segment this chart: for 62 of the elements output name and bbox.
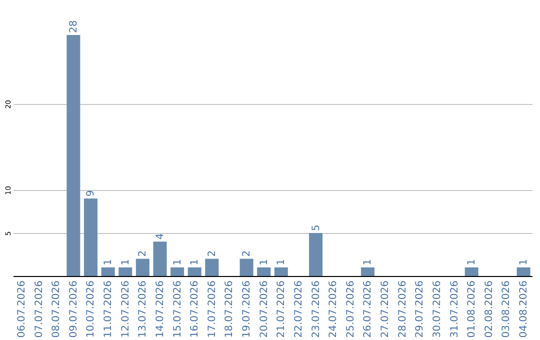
x-tick-label: 11.07.2026: [103, 280, 114, 338]
x-tick-label: 24.07.2026: [328, 280, 340, 338]
bar: [101, 267, 115, 276]
x-tick-label: 03.08.2026: [501, 280, 512, 338]
x-tick-label: 29.07.2026: [414, 280, 426, 338]
x-tick-label: 17.07.2026: [206, 280, 218, 338]
data-label: 2: [206, 250, 218, 257]
data-label: 5: [310, 224, 322, 231]
data-label: 2: [242, 250, 253, 257]
x-tick-label: 06.07.2026: [16, 280, 28, 338]
bar: [360, 267, 374, 276]
x-tick-label: 07.07.2026: [34, 280, 45, 338]
data-label: 1: [120, 259, 132, 266]
x-tick-label: 09.07.2026: [68, 280, 80, 338]
x-tick-label: 16.07.2026: [190, 280, 201, 338]
bar: [240, 258, 254, 276]
bar: [464, 267, 478, 276]
x-tick-label: 21.07.2026: [276, 280, 288, 338]
data-label: 1: [466, 259, 478, 266]
x-tick-label: 25.07.2026: [345, 280, 356, 338]
bar: [170, 267, 184, 276]
data-label: 1: [190, 259, 201, 266]
data-label: 4: [154, 233, 166, 240]
x-tick-label: 02.08.2026: [484, 280, 495, 338]
x-tick-label: 04.08.2026: [518, 280, 530, 338]
x-tick-label: 12.07.2026: [120, 280, 132, 338]
x-tick-label: 13.07.2026: [138, 280, 149, 338]
bar: [118, 267, 132, 276]
data-label: 1: [258, 259, 270, 266]
x-tick-label: 30.07.2026: [432, 280, 443, 338]
bar: [188, 267, 202, 276]
bar: [205, 258, 219, 276]
x-tick-label: 19.07.2026: [242, 280, 253, 338]
bar: [309, 232, 323, 276]
data-label: 2: [138, 250, 149, 257]
bar: [66, 35, 80, 276]
x-tick-label: 01.08.2026: [466, 280, 478, 338]
bar: [136, 258, 150, 276]
data-label: 9: [86, 190, 97, 197]
x-tick-label: 22.07.2026: [293, 280, 304, 338]
x-tick-label: 28.07.2026: [397, 280, 408, 338]
bar: [516, 267, 530, 276]
x-tick-label: 27.07.2026: [380, 280, 392, 338]
x-tick-label: 20.07.2026: [258, 280, 270, 338]
data-label: 1: [172, 259, 184, 266]
data-label: 1: [362, 259, 374, 266]
bar: [257, 267, 271, 276]
x-tick-label: 18.07.2026: [224, 280, 236, 338]
x-tick-label: 08.07.2026: [51, 280, 62, 338]
data-label: 1: [518, 259, 530, 266]
x-tick-label: 23.07.2026: [310, 280, 322, 338]
bar: [153, 242, 167, 276]
data-label: 1: [103, 259, 114, 266]
x-tick-label: 31.07.2026: [449, 280, 460, 338]
data-label: 28: [68, 20, 80, 33]
x-tick-label: 26.07.2026: [362, 280, 374, 338]
x-tick-label: 10.07.2026: [86, 280, 97, 338]
bar: [274, 267, 288, 276]
data-label: 1: [276, 259, 288, 266]
x-tick-label: 14.07.2026: [154, 280, 166, 338]
x-tick-label: 15.07.2026: [172, 280, 184, 338]
bar: [84, 198, 98, 276]
